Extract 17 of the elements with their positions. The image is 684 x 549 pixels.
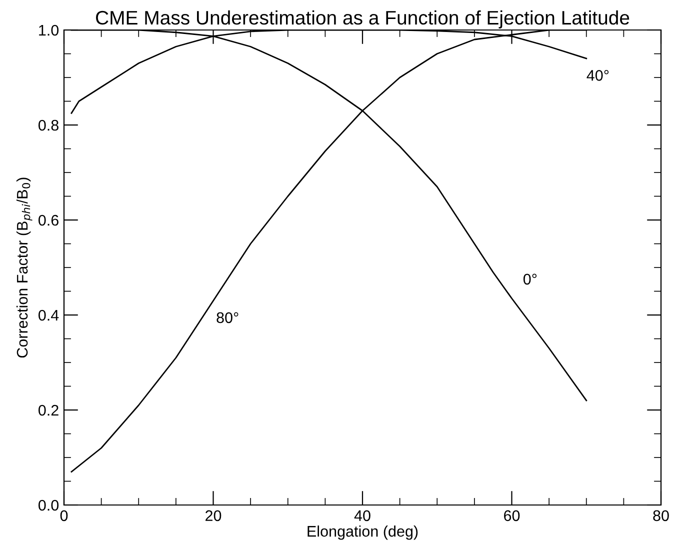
x-axis-title: Elongation (deg) [308,525,418,540]
x-tick-label: 60 [504,510,520,522]
series-label: 0° [523,274,537,285]
chart-title: CME Mass Underestimation as a Function of Ejection Latitude [96,10,630,28]
series-label: 80° [216,312,238,324]
y-tick-label: 0.2 [38,404,58,416]
y-tick-label: 0.8 [38,120,58,131]
x-tick-label: 80 [653,510,669,522]
y-tick-label: 0.6 [38,214,58,226]
x-tick-label: 40 [354,510,370,522]
y-axis-title: Correction Factor (B$_{phi}$/B$_{0}$) [16,178,32,358]
x-tick-label: 0 [60,510,68,522]
y-tick-label: 0.4 [38,310,59,321]
y-tick-label: 0.0 [38,500,59,511]
series-label: 40° [586,70,609,81]
x-tick-label: 20 [206,510,222,522]
y-tick-label: 1.0 [39,24,59,36]
